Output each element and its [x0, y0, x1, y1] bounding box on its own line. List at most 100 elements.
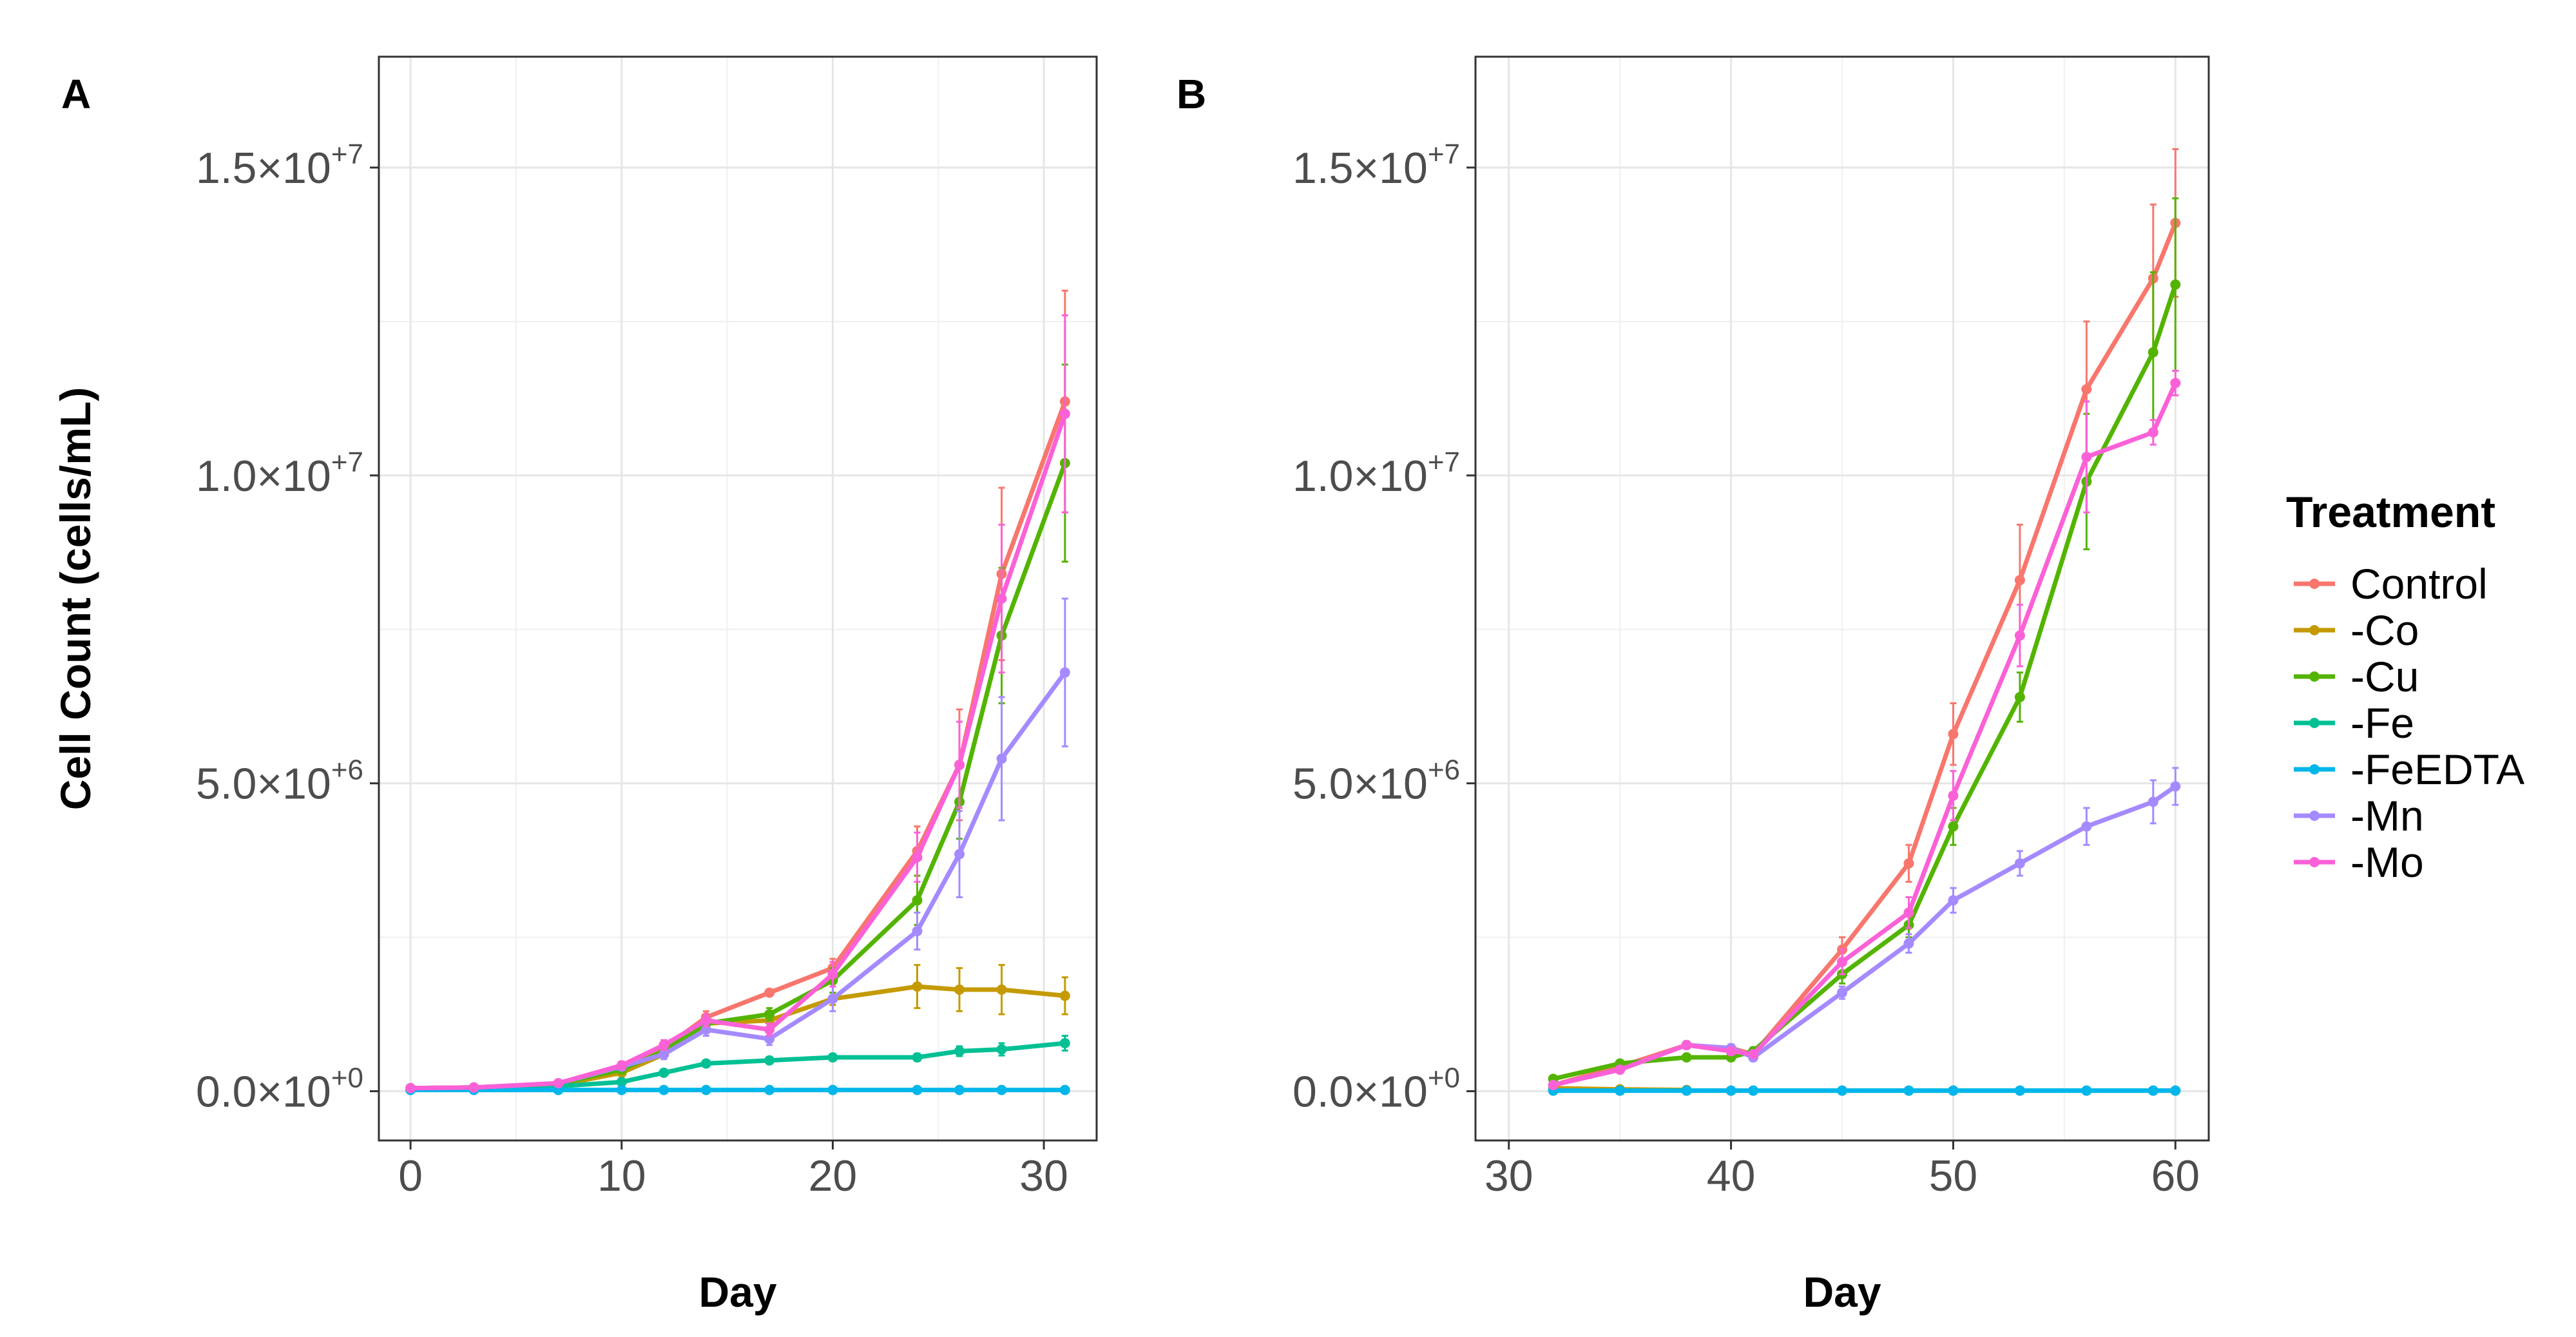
data-point	[954, 1084, 965, 1095]
data-point	[2014, 630, 2025, 641]
y-tick-label: 1.0×10+7	[196, 447, 363, 501]
data-point	[1837, 987, 1847, 998]
series-minus-mo	[405, 314, 1070, 1093]
data-point	[764, 987, 775, 998]
data-point	[764, 1084, 775, 1095]
panel-border	[378, 55, 1098, 1142]
data-point	[616, 1077, 627, 1088]
data-point	[1903, 938, 1914, 949]
data-point	[2081, 821, 2092, 832]
data-point	[2081, 452, 2092, 463]
data-point	[912, 981, 923, 992]
y-tick-label: 1.5×10+7	[196, 139, 363, 193]
data-point	[912, 1052, 923, 1063]
data-point	[405, 1082, 416, 1093]
data-point	[2170, 1085, 2181, 1096]
legend-label: -Mn	[2350, 792, 2424, 840]
legend-key-point	[2309, 625, 2320, 635]
series-minus-mo	[1548, 369, 2181, 1090]
data-point	[658, 1039, 669, 1050]
plot-background	[379, 57, 1097, 1140]
data-point	[1681, 1052, 1692, 1063]
legend-item: -Fe	[2294, 699, 2414, 747]
data-point	[700, 1058, 711, 1069]
data-point	[468, 1082, 479, 1093]
series-line	[1552, 382, 2178, 1088]
panel-letter: B	[1177, 71, 1206, 117]
data-point	[1725, 1046, 1736, 1057]
x-axis-title: Day	[698, 1268, 776, 1316]
data-point	[658, 1067, 669, 1078]
data-point	[954, 1046, 965, 1057]
data-point	[700, 1084, 711, 1095]
legend-title: Treatment	[2286, 488, 2495, 537]
data-point	[996, 1084, 1007, 1095]
legend-key-point	[2309, 857, 2320, 867]
data-point	[1948, 790, 1959, 801]
data-point	[658, 1049, 669, 1060]
data-point	[1725, 1085, 1736, 1096]
data-point	[1748, 1049, 1759, 1060]
data-point	[616, 1084, 627, 1095]
legend-label: -Co	[2350, 606, 2419, 654]
data-point	[954, 984, 965, 995]
y-tick-label: 0.0×10+0	[196, 1063, 363, 1117]
series-line	[410, 413, 1068, 1091]
data-point	[2014, 1085, 2025, 1096]
panel-a: 0 10 20 30 0.0×10+0 5.0×10+6 1.0×10+7 1.5×10+7 D…	[52, 55, 1098, 1316]
x-tick-label: 30	[1019, 1151, 1068, 1200]
legend-item: Control	[2294, 560, 2488, 608]
data-point	[1059, 990, 1070, 1001]
data-point	[2081, 1085, 2092, 1096]
data-point	[2170, 279, 2181, 290]
data-point	[2014, 691, 2025, 702]
data-point	[553, 1078, 564, 1089]
data-point	[912, 852, 923, 863]
data-point	[912, 895, 923, 906]
legend-key-point	[2309, 811, 2320, 821]
data-point	[2148, 347, 2158, 358]
legend-key-point	[2309, 671, 2320, 682]
data-point	[912, 1084, 923, 1095]
legend: Treatment Control-Co-Cu-Fe-FeEDTA-Mn-Mo	[2286, 488, 2524, 886]
panel-border	[1474, 55, 2210, 1142]
data-point	[912, 926, 923, 937]
data-point	[764, 1009, 775, 1020]
legend-key-point	[2309, 579, 2320, 589]
data-point	[1903, 1085, 1914, 1096]
data-point	[764, 1024, 775, 1035]
data-point	[1903, 858, 1914, 869]
data-point	[700, 1015, 711, 1026]
data-point	[1059, 409, 1070, 419]
data-point	[2170, 781, 2181, 792]
data-point	[2148, 427, 2158, 438]
data-point	[1948, 821, 1959, 832]
x-tick-label: 40	[1707, 1151, 1756, 1200]
data-point	[1948, 729, 1959, 740]
y-tick-label: 0.0×10+0	[1293, 1063, 1460, 1117]
data-point	[1681, 1039, 1692, 1050]
data-point	[2148, 1085, 2158, 1096]
x-tick-label: 20	[809, 1151, 858, 1200]
data-point	[1748, 1085, 1759, 1096]
data-point	[2081, 384, 2092, 395]
y-tick-label: 5.0×10+6	[1293, 755, 1460, 809]
data-point	[996, 593, 1007, 604]
series-line	[410, 1041, 1066, 1092]
data-point	[1615, 1085, 1626, 1096]
legend-key-point	[2309, 718, 2320, 728]
legend-label: -FeEDTA	[2350, 745, 2524, 793]
data-point	[827, 1084, 838, 1095]
x-axis-title: Day	[1803, 1268, 1881, 1316]
x-tick-label: 50	[1929, 1151, 1978, 1200]
legend-item: -Mo	[2294, 838, 2424, 886]
data-point	[2014, 858, 2025, 869]
panel-letter: A	[61, 71, 91, 117]
panel-b: 30 40 50 60 0.0×10+0 5.0×10+6 1.0×10+7 1.5×10+7…	[1177, 55, 2210, 1316]
data-point	[1837, 1085, 1847, 1096]
data-point	[1681, 1085, 1692, 1096]
data-point	[1948, 895, 1959, 906]
y-axis-title: Cell Count (cells/mL)	[52, 387, 99, 810]
data-point	[1548, 1079, 1559, 1090]
